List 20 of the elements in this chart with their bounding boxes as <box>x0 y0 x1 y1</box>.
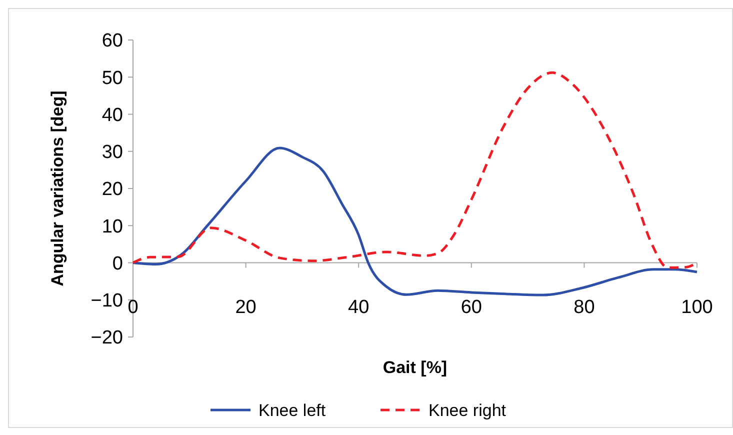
x-tick-label: 100 <box>681 296 713 318</box>
legend-label: Knee right <box>428 400 506 420</box>
y-tick-label: 50 <box>102 68 123 89</box>
y-tick-label: −20 <box>90 328 123 349</box>
y-tick-label: 40 <box>102 104 123 126</box>
y-tick-label: −10 <box>90 290 123 312</box>
y-tick-label: 60 <box>102 30 123 52</box>
x-tick-label: 0 <box>128 296 138 318</box>
x-axis-title: Gait [%] <box>382 358 448 377</box>
y-axis-title: Angular variations [deg] <box>48 90 67 286</box>
x-tick-label: 20 <box>235 296 256 318</box>
line-series <box>132 146 698 296</box>
y-tick-label: 0 <box>112 253 123 274</box>
y-tick-label: 10 <box>102 216 123 238</box>
x-tick-label: 60 <box>460 296 482 318</box>
x-tick-label: 80 <box>574 296 595 318</box>
legend-label: Knee left <box>258 400 326 420</box>
y-tick-label: 20 <box>102 179 123 200</box>
y-tick-label: 30 <box>102 142 123 164</box>
x-tick-label: 40 <box>348 296 370 318</box>
